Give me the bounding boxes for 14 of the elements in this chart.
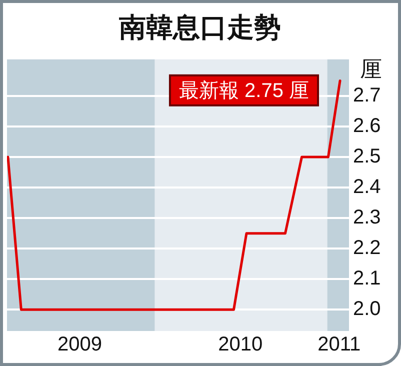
y-tick-label: 2.0: [353, 298, 381, 320]
x-tick-label: 2009: [57, 334, 102, 356]
y-tick-label: 2.7: [353, 84, 381, 107]
y-axis-title: 厘: [360, 56, 382, 82]
y-tick-label: 2.6: [353, 115, 381, 138]
y-tick-label: 2.1: [353, 268, 381, 290]
y-tick-label: 2.3: [353, 206, 381, 229]
x-tick-label: 2011: [318, 334, 361, 356]
y-tick-label: 2.5: [353, 146, 381, 168]
chart-title: 南韓息口走勢: [118, 12, 281, 43]
y-tick-label: 2.4: [353, 176, 381, 198]
y-tick-label: 2.2: [353, 237, 381, 260]
x-tick-label: 2010: [218, 334, 263, 356]
annotation: 最新報 2.75 厘: [178, 80, 310, 102]
